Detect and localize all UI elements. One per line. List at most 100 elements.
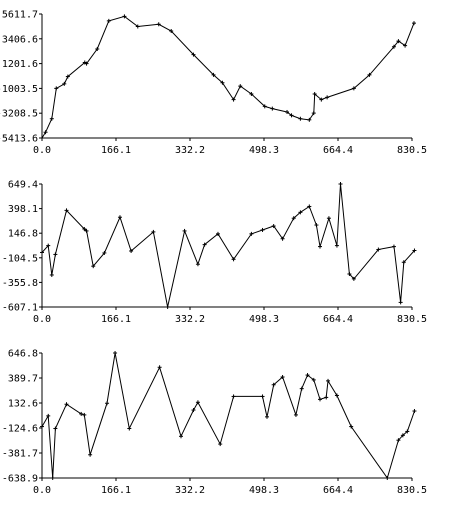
data-point [312, 91, 317, 96]
data-point [84, 61, 89, 66]
y-tick-label: 649.4 [8, 180, 38, 191]
y-tick-label: 389.7 [8, 374, 38, 385]
data-point [351, 86, 356, 91]
data-point [338, 182, 343, 186]
data-point [271, 224, 276, 229]
y-tick-label: 132.6 [8, 399, 38, 410]
data-point [412, 248, 417, 253]
data-point [324, 395, 329, 400]
data-point [129, 248, 134, 253]
data-point [291, 216, 296, 221]
data-point [82, 226, 87, 231]
data-point [249, 91, 254, 96]
data-point [151, 229, 156, 234]
data-point [311, 111, 316, 116]
data-point [54, 86, 59, 91]
y-tick-label: -638.9 [2, 474, 38, 485]
data-point [334, 243, 339, 248]
data-point [218, 442, 223, 447]
data-point [412, 21, 417, 26]
data-point [280, 236, 285, 241]
data-point [165, 305, 170, 309]
y-tick-label: 398.1 [8, 204, 38, 215]
x-tick-label: 0.0 [33, 314, 51, 325]
y-tick-label: 146.8 [8, 229, 38, 240]
data-point [325, 95, 330, 100]
data-point [314, 223, 319, 228]
data-point [401, 260, 406, 265]
data-point [46, 413, 51, 418]
x-tick-label: 498.3 [249, 485, 279, 496]
y-tick-label: 646.8 [8, 349, 38, 360]
x-tick-label: 498.3 [249, 314, 279, 325]
y-tick-label: -104.5 [2, 253, 38, 264]
y-tick-label: -381.7 [2, 449, 38, 460]
x-tick-label: 166.1 [101, 145, 131, 156]
data-point [191, 52, 196, 57]
data-point [215, 231, 220, 236]
data-point [398, 300, 403, 305]
data-point [271, 382, 276, 387]
data-point [264, 414, 269, 419]
y-tick-label: -1003.5 [0, 84, 38, 95]
series-line [41, 183, 415, 308]
data-point [280, 374, 285, 379]
data-point [113, 351, 118, 355]
data-point [220, 80, 225, 85]
data-point [307, 204, 312, 209]
data-point [105, 401, 110, 406]
data-point [46, 243, 51, 248]
y-tick-label: 1201.6 [2, 59, 38, 70]
data-point [102, 250, 107, 255]
data-point [157, 365, 162, 370]
data-point [270, 106, 275, 111]
data-point [182, 228, 187, 233]
panel-2: 649.4 398.1 146.8 -104.5 -355.8 -607.10.0 166.… [2, 180, 427, 326]
data-point [84, 228, 89, 233]
data-point [349, 424, 354, 429]
x-tick-label: 830.5 [397, 314, 427, 325]
data-point [260, 394, 265, 399]
x-tick-label: 830.5 [397, 485, 427, 496]
data-point [64, 208, 69, 213]
data-point [40, 136, 44, 140]
data-point [334, 393, 339, 398]
data-point [298, 210, 303, 215]
data-point [169, 29, 174, 34]
data-point [79, 411, 84, 416]
data-point [231, 257, 236, 262]
data-point [396, 39, 401, 44]
data-point [400, 433, 405, 438]
data-point [191, 408, 196, 413]
data-point [260, 227, 265, 232]
data-point [49, 116, 54, 121]
data-point [65, 74, 70, 79]
data-point [285, 109, 290, 114]
data-point [307, 117, 312, 122]
data-point [298, 116, 303, 121]
data-point [249, 231, 254, 236]
data-point [311, 377, 316, 382]
data-point [347, 272, 352, 277]
x-tick-label: 664.4 [323, 145, 353, 156]
data-point [262, 104, 267, 109]
data-point [305, 373, 310, 378]
data-point [403, 43, 408, 48]
data-point [195, 262, 200, 267]
panel-1: 5611.7 3406.6 1201.6 -1003.5 -3208.5 -5413.60… [0, 10, 427, 157]
x-tick-label: 498.3 [249, 145, 279, 156]
x-tick-label: 332.2 [175, 485, 205, 496]
x-tick-label: 332.2 [175, 145, 205, 156]
panel-3: 646.8 389.7 132.6 -124.6 -381.7 -638.90.0 166.… [2, 349, 427, 497]
data-point [376, 247, 381, 252]
data-point [127, 426, 132, 431]
data-point [293, 412, 298, 417]
y-tick-label: -607.1 [2, 303, 38, 314]
data-point [40, 250, 44, 255]
data-point [238, 84, 243, 89]
data-point [64, 402, 69, 407]
data-point [367, 72, 372, 77]
y-tick-label: 5611.7 [2, 10, 38, 21]
data-point [412, 409, 417, 414]
data-point [88, 452, 93, 457]
